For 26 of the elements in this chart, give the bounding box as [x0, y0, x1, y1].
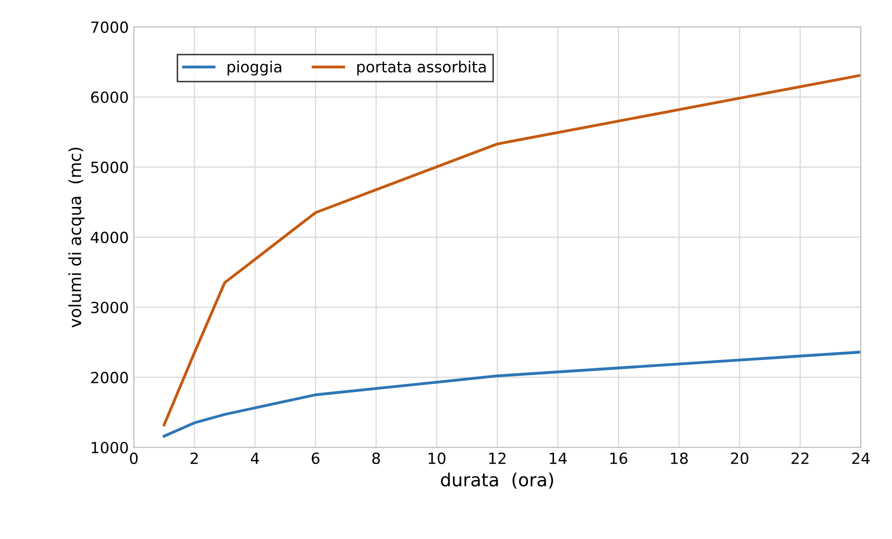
legend-label: portata assorbita: [357, 60, 486, 76]
y-tick-label: 7000: [91, 21, 128, 33]
x-axis-title: durata (ora): [440, 472, 554, 489]
line-series: [162, 74, 861, 426]
x-tick-label: 20: [731, 452, 748, 464]
x-tick-label: 6: [312, 452, 320, 464]
y-tick-label: 4000: [90, 232, 128, 244]
line-series: [162, 350, 861, 438]
y-tick-label: 3000: [91, 302, 128, 314]
x-tick-label: 22: [792, 452, 808, 464]
x-tick-label: 14: [550, 452, 567, 464]
legend-label: pioggia: [228, 60, 282, 76]
x-tick-label: 10: [428, 452, 446, 464]
y-tick-label: 1000: [92, 442, 128, 454]
x-tick-label: 2: [190, 452, 198, 464]
x-tick-label: 0: [130, 452, 138, 464]
x-tick-label: 4: [250, 452, 259, 464]
x-tick-label: 18: [670, 452, 688, 464]
y-axis-title: volumi di acqua (mc): [68, 148, 84, 328]
x-tick-label: 8: [372, 452, 380, 464]
x-tick-label: 12: [489, 452, 506, 464]
y-tick-label: 6000: [91, 91, 128, 104]
x-tick-label: 24: [852, 452, 870, 464]
x-tick-label: 16: [610, 452, 628, 464]
y-tick-label: 2000: [91, 372, 128, 384]
y-tick-label: 5000: [91, 162, 128, 174]
